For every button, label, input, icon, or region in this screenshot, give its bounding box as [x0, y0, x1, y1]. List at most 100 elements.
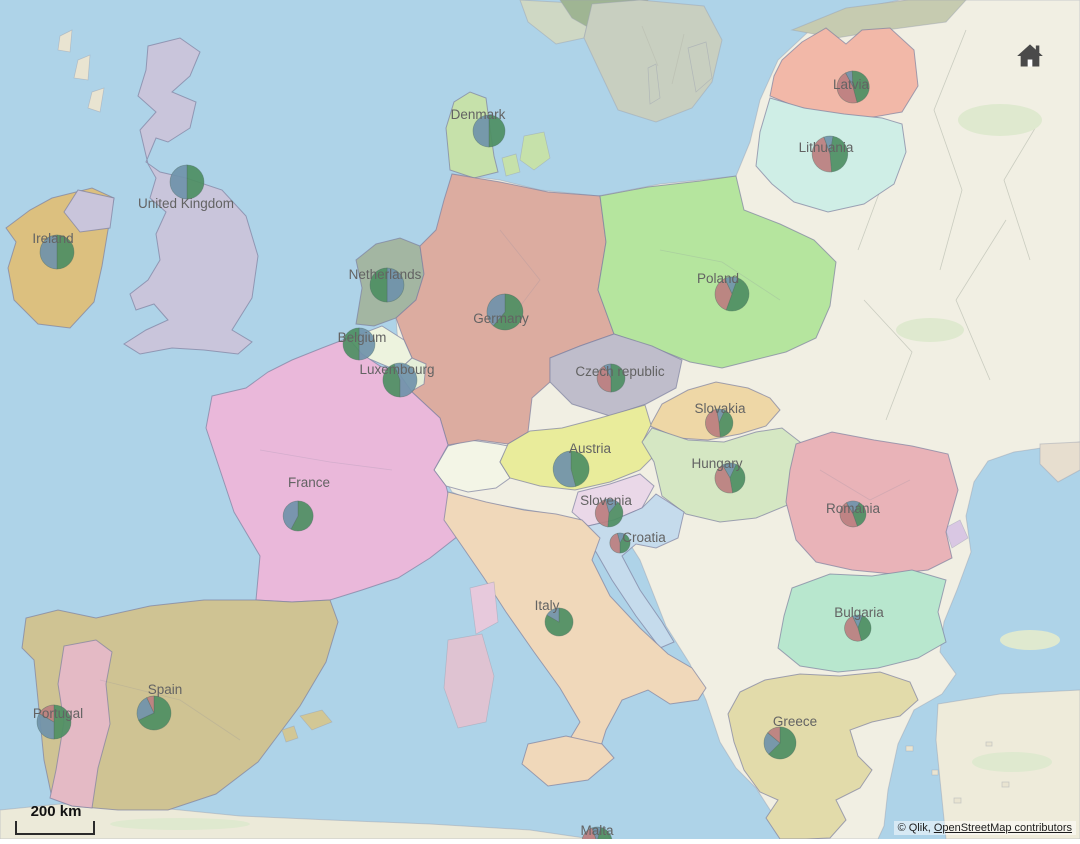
pie-slice-green[interactable]	[768, 726, 797, 760]
pie-bulgaria[interactable]	[844, 614, 872, 642]
pie-hungary[interactable]	[714, 462, 746, 494]
pie-slice-green[interactable]	[56, 234, 75, 270]
pie-slice-red[interactable]	[705, 408, 721, 438]
country-denmark-funen[interactable]	[501, 153, 521, 177]
country-romania[interactable]	[785, 431, 959, 575]
pie-croatia[interactable]	[609, 532, 631, 554]
pie-slice-green[interactable]	[597, 827, 613, 840]
pie-slice-blue[interactable]	[604, 498, 619, 514]
pie-slice-red[interactable]	[839, 502, 858, 528]
pie-slice-blue[interactable]	[546, 607, 560, 623]
pie-slovenia[interactable]	[594, 498, 624, 528]
pie-slice-blue[interactable]	[716, 408, 726, 425]
pie-slice-blue[interactable]	[724, 276, 739, 295]
pie-poland[interactable]	[714, 276, 750, 312]
country-portugal[interactable]	[49, 639, 113, 809]
pie-slice-red[interactable]	[844, 615, 862, 642]
pie-slovakia[interactable]	[705, 408, 734, 438]
pie-slice-green[interactable]	[369, 267, 388, 303]
pie-slice-green[interactable]	[544, 607, 574, 637]
pie-united-kingdom[interactable]	[169, 164, 205, 200]
pie-slice-blue[interactable]	[591, 826, 602, 839]
pie-slice-green[interactable]	[829, 135, 849, 173]
pie-slice-green[interactable]	[857, 615, 872, 642]
pie-slice-green[interactable]	[342, 327, 360, 361]
pie-slice-red[interactable]	[146, 695, 155, 714]
pie-slice-green[interactable]	[138, 695, 172, 731]
pie-luxembourg[interactable]	[382, 362, 418, 398]
pie-slice-blue[interactable]	[136, 697, 155, 721]
pie-ireland[interactable]	[39, 234, 75, 270]
pie-slice-red[interactable]	[714, 464, 734, 494]
pie-latvia[interactable]	[836, 70, 870, 104]
home-button[interactable]	[1016, 42, 1044, 70]
pie-slice-green[interactable]	[488, 114, 506, 148]
country-denmark-zealand[interactable]	[519, 131, 551, 171]
pie-slice-red[interactable]	[581, 827, 600, 839]
pie-slice-red[interactable]	[714, 278, 733, 311]
pie-spain[interactable]	[136, 695, 172, 731]
pie-slice-green[interactable]	[382, 363, 401, 398]
pie-slice-blue[interactable]	[472, 114, 490, 148]
pie-denmark[interactable]	[472, 114, 506, 148]
pie-slice-blue[interactable]	[603, 363, 612, 380]
attribution-link[interactable]: OpenStreetMap contributors	[933, 822, 1072, 834]
country-italy[interactable]	[443, 491, 707, 773]
pie-slice-blue[interactable]	[763, 732, 781, 755]
country-croatia[interactable]	[581, 493, 685, 649]
pie-slice-red[interactable]	[594, 499, 610, 528]
pie-slice-blue[interactable]	[169, 164, 188, 200]
pie-austria[interactable]	[552, 450, 590, 488]
country-latvia[interactable]	[769, 27, 919, 119]
pie-slice-blue[interactable]	[282, 500, 299, 530]
country-northern-ireland[interactable]	[63, 189, 115, 233]
pie-slice-green[interactable]	[492, 293, 524, 331]
pie-slice-green[interactable]	[53, 704, 72, 740]
pie-germany[interactable]	[486, 293, 524, 331]
pie-slice-blue[interactable]	[823, 135, 834, 156]
pie-slice-green[interactable]	[729, 463, 746, 494]
country-france[interactable]	[205, 337, 459, 603]
pie-malta[interactable]	[581, 826, 613, 840]
pie-slice-green[interactable]	[186, 164, 205, 200]
pie-slice-blue[interactable]	[845, 70, 854, 88]
pie-slice-blue[interactable]	[386, 267, 405, 303]
pie-slice-red[interactable]	[836, 72, 858, 104]
pie-slice-red[interactable]	[38, 704, 55, 723]
pie-greece[interactable]	[763, 726, 797, 760]
pie-romania[interactable]	[839, 500, 867, 528]
pie-czech-republic[interactable]	[596, 363, 626, 393]
pie-slice-blue[interactable]	[39, 234, 58, 270]
pie-france[interactable]	[282, 500, 314, 532]
country-italy-sicily[interactable]	[521, 735, 615, 787]
pie-slice-green[interactable]	[718, 409, 734, 438]
pie-portugal[interactable]	[36, 704, 72, 740]
pie-belgium[interactable]	[342, 327, 376, 361]
country-greece[interactable]	[727, 671, 919, 839]
pie-slice-blue[interactable]	[846, 500, 860, 515]
pie-slice-blue[interactable]	[722, 462, 737, 479]
pie-netherlands[interactable]	[369, 267, 405, 303]
country-denmark[interactable]	[445, 91, 499, 179]
pie-slice-blue[interactable]	[358, 327, 376, 361]
pie-slice-blue[interactable]	[852, 614, 863, 629]
pie-slice-blue[interactable]	[616, 532, 626, 544]
pie-slice-green[interactable]	[619, 533, 631, 554]
pie-slice-red[interactable]	[811, 136, 832, 173]
pie-slice-green[interactable]	[290, 500, 314, 532]
pie-slice-blue[interactable]	[393, 362, 418, 398]
pie-slice-red[interactable]	[767, 726, 781, 744]
pie-slice-blue[interactable]	[486, 293, 506, 327]
pie-italy[interactable]	[544, 607, 574, 637]
pie-slice-green[interactable]	[852, 502, 867, 527]
pie-slice-blue[interactable]	[552, 450, 577, 488]
pie-slice-green[interactable]	[725, 277, 750, 312]
pie-slice-red[interactable]	[609, 532, 621, 554]
pie-slice-green[interactable]	[570, 450, 590, 487]
pie-lithuania[interactable]	[811, 135, 849, 173]
pie-slice-green[interactable]	[610, 363, 626, 393]
pie-slice-red[interactable]	[596, 365, 612, 393]
pie-slice-green[interactable]	[607, 501, 624, 528]
pie-slice-blue[interactable]	[36, 713, 55, 740]
